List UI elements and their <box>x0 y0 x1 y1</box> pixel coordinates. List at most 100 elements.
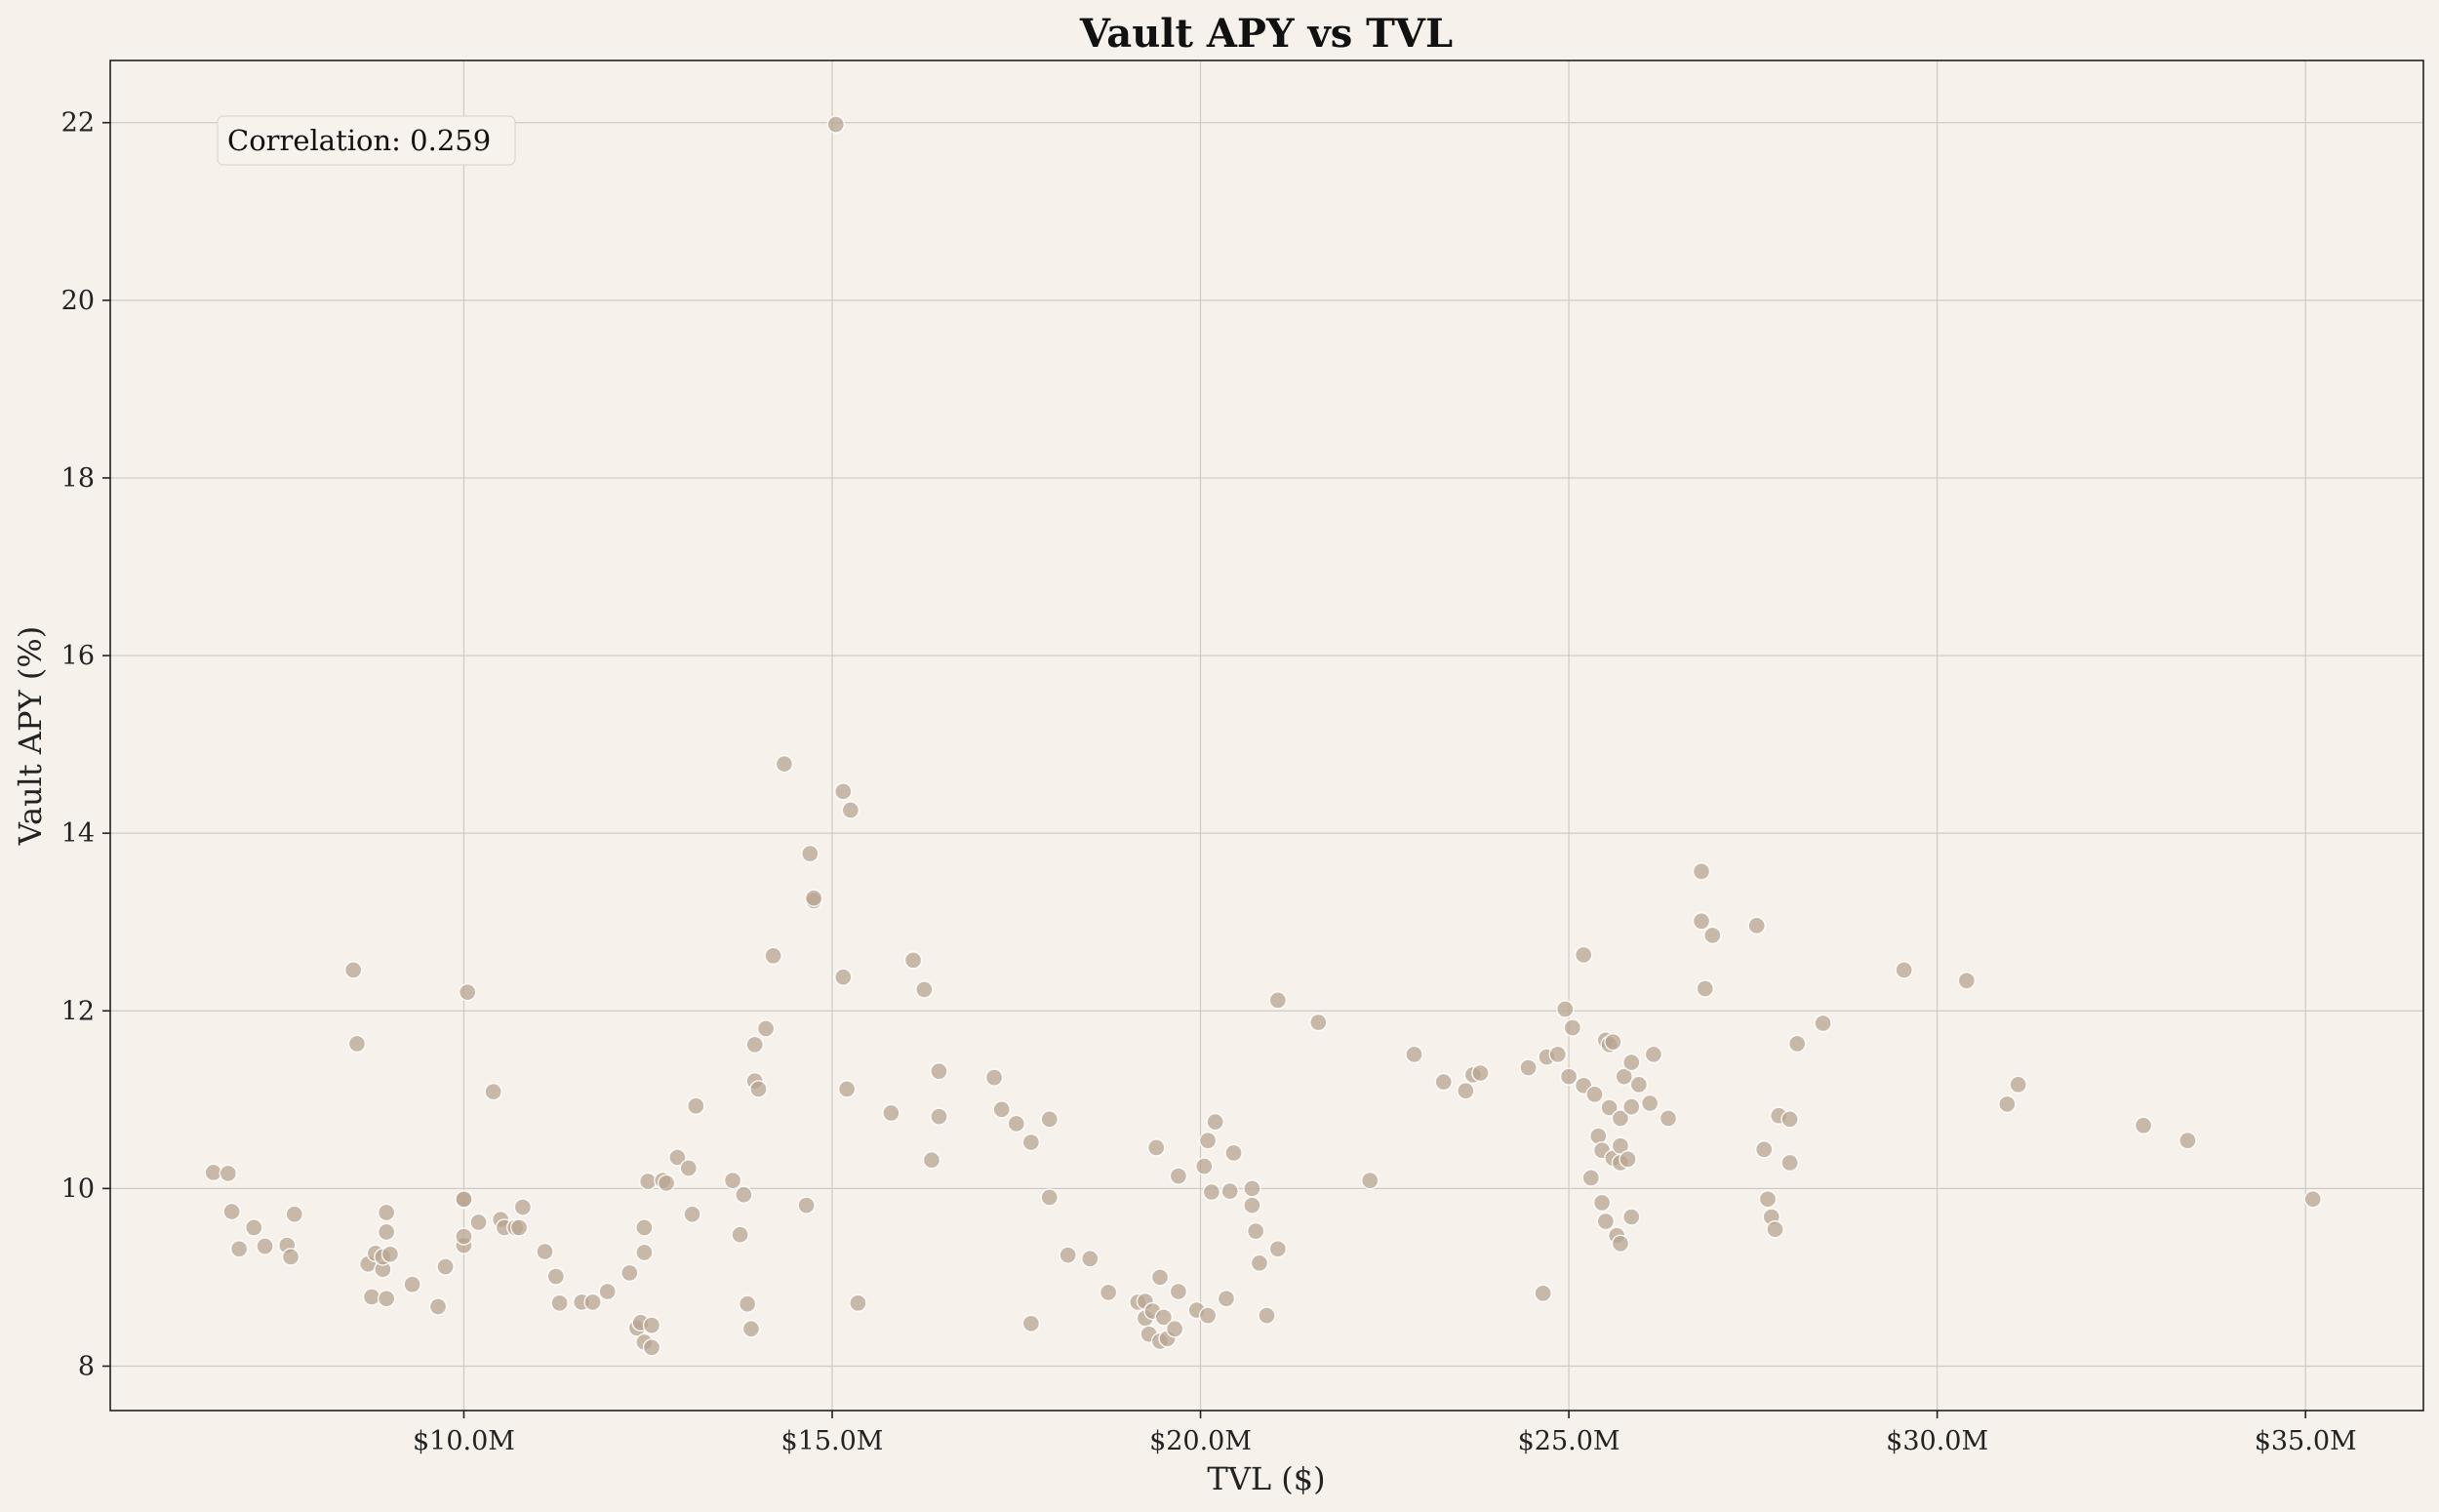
data-point <box>1629 1075 1649 1094</box>
data-point <box>826 115 845 134</box>
y-tick-label: 22 <box>61 108 95 139</box>
data-point <box>723 1171 742 1190</box>
data-point <box>1198 1306 1218 1325</box>
data-point <box>362 1288 381 1306</box>
x-axis-label: TVL ($) <box>1207 1460 1325 1497</box>
data-point <box>984 1068 1004 1087</box>
x-tick-label: $20.0M <box>1149 1426 1252 1456</box>
data-point <box>1007 1114 1025 1134</box>
data-point <box>1250 1253 1269 1273</box>
data-point <box>1780 1153 1799 1173</box>
data-point <box>620 1263 639 1283</box>
data-point <box>1405 1045 1423 1064</box>
data-point <box>1246 1221 1265 1241</box>
data-point <box>1622 1053 1641 1072</box>
data-point <box>1268 991 1288 1010</box>
data-point <box>285 1205 303 1223</box>
data-point <box>749 1080 768 1098</box>
data-point <box>245 1218 263 1237</box>
data-point <box>731 1225 749 1244</box>
y-tick-label: 10 <box>61 1174 95 1204</box>
correlation-annotation: Correlation: 0.259 <box>217 115 516 166</box>
data-point <box>377 1290 396 1308</box>
data-point <box>343 961 363 979</box>
data-point <box>1574 945 1593 965</box>
data-point <box>1780 1110 1799 1129</box>
data-point <box>1150 1268 1170 1287</box>
data-point <box>1361 1171 1379 1190</box>
data-point <box>1895 961 1913 979</box>
data-point <box>741 1320 761 1338</box>
data-point <box>1604 1032 1622 1052</box>
x-tick-label: $35.0M <box>2255 1426 2357 1456</box>
data-point <box>756 1019 776 1038</box>
data-point <box>1154 1308 1173 1327</box>
data-point <box>642 1316 661 1334</box>
data-point <box>1165 1320 1184 1338</box>
data-point <box>1622 1097 1641 1116</box>
data-point <box>513 1198 533 1216</box>
data-point <box>735 1185 753 1204</box>
correlation-text: Correlation: 0.259 <box>227 124 491 157</box>
data-point <box>403 1275 421 1293</box>
data-point <box>668 1148 687 1167</box>
data-point <box>1619 1150 1637 1169</box>
data-point <box>347 1034 367 1054</box>
data-point <box>2134 1116 2153 1134</box>
data-point <box>1559 1067 1579 1086</box>
data-point <box>915 980 934 999</box>
data-point <box>1548 1045 1567 1064</box>
data-point <box>683 1205 701 1223</box>
annotation-box <box>217 115 516 166</box>
data-point <box>2179 1131 2197 1150</box>
x-tick-label: $25.0M <box>1518 1426 1620 1456</box>
data-point <box>229 1240 249 1258</box>
x-tick-label: $30.0M <box>1886 1426 1988 1456</box>
y-tick-label: 20 <box>61 286 95 316</box>
data-point <box>841 801 860 819</box>
data-point <box>1147 1138 1166 1157</box>
data-point <box>583 1293 602 1312</box>
data-point <box>930 1061 948 1081</box>
data-point <box>1758 1190 1778 1209</box>
data-point <box>1206 1112 1224 1132</box>
data-point <box>1059 1246 1077 1264</box>
data-point <box>1747 916 1766 935</box>
data-point <box>536 1242 554 1261</box>
data-point <box>1696 979 1714 998</box>
data-point <box>797 1196 816 1214</box>
data-point <box>1754 1140 1774 1159</box>
data-point <box>436 1257 455 1276</box>
data-point <box>1198 1131 1218 1150</box>
plot-frame <box>109 60 2424 1412</box>
data-point <box>679 1159 698 1177</box>
data-point <box>1099 1283 1118 1302</box>
data-point <box>2303 1190 2322 1209</box>
data-point <box>1268 1240 1288 1258</box>
data-point <box>550 1293 569 1313</box>
chart-title: Vault APY vs TVL <box>1079 11 1453 57</box>
data-point <box>687 1096 705 1115</box>
data-point <box>1585 1085 1604 1104</box>
data-point <box>1581 1169 1600 1187</box>
data-point <box>1600 1098 1619 1117</box>
y-tick-label: 12 <box>61 996 95 1026</box>
grid <box>110 60 2423 1411</box>
data-point <box>775 754 794 774</box>
data-point <box>930 1107 948 1126</box>
data-point <box>1243 1179 1261 1198</box>
data-point <box>1998 1094 2017 1114</box>
data-point <box>738 1294 757 1313</box>
data-point <box>1434 1072 1453 1092</box>
data-point <box>1258 1306 1276 1325</box>
data-point <box>222 1202 241 1221</box>
data-point <box>1220 1181 1239 1201</box>
data-point <box>1169 1282 1188 1301</box>
data-point <box>598 1282 617 1301</box>
data-point <box>804 889 823 907</box>
data-point <box>1534 1284 1552 1303</box>
data-point <box>1814 1014 1832 1033</box>
data-point <box>849 1293 867 1313</box>
